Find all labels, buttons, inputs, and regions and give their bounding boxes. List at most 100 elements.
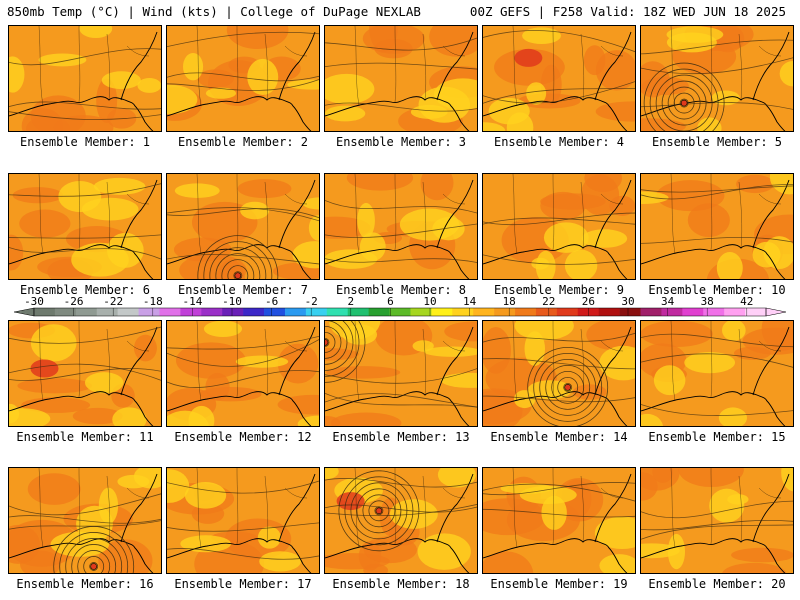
state-border bbox=[284, 193, 308, 205]
isobar-contour bbox=[9, 48, 161, 66]
colorbar-swatch bbox=[598, 308, 620, 316]
isobar-contour bbox=[167, 480, 319, 494]
ensemble-map-panel bbox=[324, 467, 478, 574]
cooler-region bbox=[325, 105, 366, 122]
state-border bbox=[442, 45, 466, 57]
colorbar-tick-label: -18 bbox=[143, 296, 163, 308]
isobar-contour bbox=[641, 404, 793, 416]
ensemble-member-label: Ensemble Member: 15 bbox=[648, 430, 786, 444]
state-border bbox=[442, 193, 466, 205]
low-pressure-contour bbox=[59, 532, 129, 573]
state-border bbox=[670, 174, 676, 255]
low-pressure-contour bbox=[539, 358, 597, 416]
low-pressure-contour bbox=[203, 241, 273, 279]
warm-region bbox=[9, 524, 40, 564]
warm-region bbox=[325, 348, 359, 361]
coastline bbox=[752, 31, 790, 101]
state-border bbox=[738, 33, 743, 101]
warm-region bbox=[205, 372, 230, 401]
low-pressure-contour bbox=[673, 92, 695, 114]
state-border bbox=[512, 468, 518, 549]
isobar-contour bbox=[9, 368, 161, 381]
coastline bbox=[752, 179, 790, 249]
cooler-region bbox=[167, 469, 190, 503]
isobar-contour bbox=[325, 478, 477, 488]
isobar-contour bbox=[483, 81, 635, 104]
cooler-region bbox=[769, 174, 793, 195]
ensemble-map-panel bbox=[8, 25, 162, 132]
isobar-contour bbox=[641, 237, 793, 244]
temperature-map bbox=[9, 26, 161, 131]
coastline bbox=[120, 473, 158, 543]
colorbar-tick-label: -30 bbox=[24, 296, 44, 308]
colorbar-swatch bbox=[284, 308, 307, 316]
colorbar-tick-label: -14 bbox=[182, 296, 202, 308]
state-border bbox=[126, 45, 150, 57]
cooler-region bbox=[9, 408, 51, 426]
cooler-region bbox=[718, 407, 747, 426]
ensemble-map-panel bbox=[482, 467, 636, 574]
state-border bbox=[580, 181, 585, 249]
cooler-region bbox=[205, 87, 237, 99]
ensemble-member-label: Ensemble Member: 5 bbox=[651, 135, 783, 149]
isobar-contour bbox=[483, 212, 635, 226]
cooler-region bbox=[599, 554, 635, 573]
state-border bbox=[600, 340, 624, 352]
state-border bbox=[552, 468, 555, 545]
cooler-region bbox=[101, 71, 141, 90]
state-border bbox=[758, 340, 782, 352]
cooler-region bbox=[535, 250, 556, 279]
isobar-contour bbox=[641, 39, 793, 55]
cooler-region bbox=[9, 56, 25, 93]
isobar-contour bbox=[167, 548, 319, 560]
colorbar-swatch bbox=[535, 308, 558, 316]
hot-spot bbox=[336, 492, 365, 511]
ensemble-map-panel bbox=[482, 25, 636, 132]
cooler-region bbox=[581, 229, 628, 248]
colorbar-swatch bbox=[452, 308, 474, 316]
coastline bbox=[120, 326, 158, 396]
state-border bbox=[552, 174, 555, 251]
cooler-region bbox=[112, 407, 147, 426]
colorbar-swatch bbox=[180, 308, 202, 316]
isobar-contour bbox=[325, 223, 477, 238]
isobar-contour bbox=[325, 392, 477, 408]
colorbar-tick-label: -22 bbox=[103, 296, 123, 308]
isobar-contour bbox=[9, 183, 161, 197]
state-border bbox=[38, 26, 44, 107]
cooler-region bbox=[483, 122, 506, 131]
colorbar-tick-label: 10 bbox=[423, 296, 436, 308]
isobar-contour bbox=[325, 393, 477, 408]
colorbar-swatch bbox=[640, 308, 662, 316]
low-pressure-contour bbox=[338, 470, 420, 552]
isobar-contour bbox=[325, 504, 477, 513]
cooler-region bbox=[167, 410, 209, 426]
cooler-region bbox=[519, 485, 577, 505]
isobar-contour bbox=[167, 31, 319, 47]
isobar-contour bbox=[641, 353, 793, 368]
ensemble-member-label: Ensemble Member: 11 bbox=[16, 430, 154, 444]
ensemble-member-label: Ensemble Member: 6 bbox=[19, 283, 151, 297]
colorbar-swatch bbox=[745, 308, 767, 316]
cooler-region bbox=[526, 82, 547, 105]
state-border bbox=[264, 181, 269, 249]
isobar-contour bbox=[641, 500, 793, 519]
ensemble-member-label: Ensemble Member: 2 bbox=[177, 135, 309, 149]
colorbar-swatch bbox=[494, 308, 516, 316]
isobar-contour bbox=[9, 326, 161, 344]
state-border bbox=[738, 475, 743, 543]
ensemble-member-label: Ensemble Member: 19 bbox=[490, 577, 628, 591]
warm-region bbox=[584, 174, 623, 193]
state-border bbox=[600, 193, 624, 205]
cooler-region bbox=[174, 183, 220, 198]
coastline bbox=[594, 473, 632, 543]
colorbar-swatch bbox=[347, 308, 369, 316]
state-border bbox=[106, 328, 111, 396]
cooler-region bbox=[727, 494, 749, 505]
colorbar-swatch bbox=[515, 308, 537, 316]
warm-region bbox=[72, 407, 123, 425]
state-border bbox=[738, 181, 743, 249]
warm-region bbox=[736, 174, 774, 194]
warm-region bbox=[277, 343, 319, 384]
cooler-region bbox=[183, 52, 204, 81]
